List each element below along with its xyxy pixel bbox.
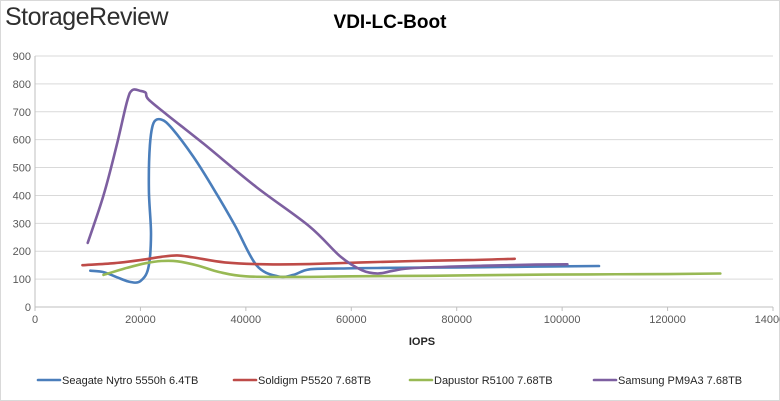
series-line-soldigm-p5520-7-68tb — [81, 254, 516, 267]
legend-label-dapustor-r5100-7-68tb: Dapustor R5100 7.68TB — [434, 375, 553, 387]
storagereview-logo: StorageReview — [5, 3, 169, 31]
x-axis-title: IOPS — [409, 336, 435, 348]
series-line-samsung-pm9a3-7-68tb — [86, 88, 569, 275]
y-tick-label: 200 — [13, 246, 31, 258]
y-tick-label: 400 — [13, 190, 31, 202]
y-tick-label: 0 — [25, 302, 31, 314]
chart-title: VDI-LC-Boot — [333, 12, 447, 33]
y-tick-label: 900 — [13, 51, 31, 63]
x-tick-label: 100000 — [544, 314, 581, 326]
y-tick-label: 600 — [13, 135, 31, 147]
x-tick-label: 40000 — [231, 314, 262, 326]
x-tick-label: 80000 — [441, 314, 472, 326]
y-tick-label: 500 — [13, 163, 31, 175]
x-tick-label: 0 — [32, 314, 38, 326]
legend-label-samsung-pm9a3-7-68tb: Samsung PM9A3 7.68TB — [618, 375, 742, 387]
x-tick-label: 20000 — [125, 314, 156, 326]
y-tick-label: 300 — [13, 218, 31, 230]
legend-label-soldigm-p5520-7-68tb: Soldigm P5520 7.68TB — [258, 375, 371, 387]
y-tick-label: 800 — [13, 79, 31, 91]
legend-label-seagate-nytro-5550h-6-4tb: Seagate Nytro 5550h 6.4TB — [62, 375, 198, 387]
x-tick-label: 140000 — [755, 314, 780, 326]
y-tick-label: 700 — [13, 107, 31, 119]
series-line-dapustor-r5100-7-68tb — [102, 259, 722, 279]
y-tick-label: 100 — [13, 274, 31, 286]
x-tick-label: 120000 — [649, 314, 686, 326]
x-tick-label: 60000 — [336, 314, 367, 326]
series-line-seagate-nytro-5550h-6-4tb — [89, 117, 601, 284]
